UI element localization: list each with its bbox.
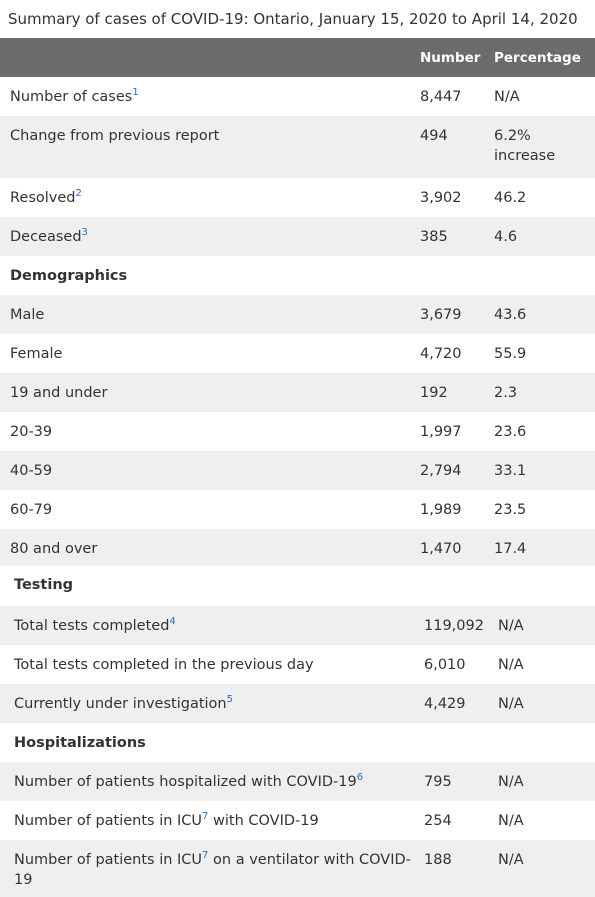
row-label: Number of patients hospitalized with COV… bbox=[14, 772, 364, 790]
footnote-link[interactable]: 1 bbox=[132, 87, 139, 99]
table-header-row: Number Percentage bbox=[0, 38, 595, 77]
row-percentage: 46.2 bbox=[494, 190, 527, 206]
row-percentage: 43.6 bbox=[494, 307, 527, 323]
table-row: Number of patients in ICU7 with COVID-19… bbox=[0, 801, 595, 840]
row-label: Deceased3 bbox=[10, 227, 88, 245]
row-percentage: 33.1 bbox=[494, 463, 527, 479]
row-percentage: 4.6 bbox=[494, 229, 518, 245]
row-label: Resolved2 bbox=[10, 188, 82, 206]
row-number: 494 bbox=[420, 128, 448, 144]
row-percentage: 17.4 bbox=[494, 541, 527, 557]
row-number: 4,720 bbox=[420, 346, 462, 362]
row-label: 80 and over bbox=[10, 541, 98, 557]
testing-table: Testing Total tests completed4 119,092 N… bbox=[0, 566, 595, 897]
row-number: 8,447 bbox=[420, 89, 462, 105]
row-percentage: N/A bbox=[494, 89, 520, 105]
row-percentage: N/A bbox=[498, 696, 524, 712]
row-label: 60-79 bbox=[10, 502, 53, 518]
footnote-link[interactable]: 7 bbox=[202, 850, 209, 862]
row-number: 192 bbox=[420, 385, 448, 401]
table-row: 19 and under 192 2.3 bbox=[0, 373, 595, 412]
row-label: Female bbox=[10, 346, 63, 362]
row-label: Total tests completed4 bbox=[14, 616, 176, 634]
section-title: Hospitalizations bbox=[14, 735, 146, 751]
section-header-row: Demographics bbox=[0, 256, 595, 295]
section-title: Testing bbox=[14, 577, 74, 593]
footnote-link[interactable]: 2 bbox=[75, 188, 82, 200]
section-title: Demographics bbox=[10, 268, 128, 284]
footnote-link[interactable]: 5 bbox=[226, 694, 233, 706]
table-row: 60-79 1,989 23.5 bbox=[0, 490, 595, 529]
table-row: Total tests completed4 119,092 N/A bbox=[0, 606, 595, 645]
table-row: Deceased3 385 4.6 bbox=[0, 217, 595, 256]
table-row: Number of cases1 8,447 N/A bbox=[0, 77, 595, 116]
row-number: 188 bbox=[424, 852, 452, 868]
footnote-link[interactable]: 6 bbox=[356, 772, 364, 784]
row-number: 119,092 bbox=[424, 618, 484, 634]
row-percentage: 23.5 bbox=[494, 502, 527, 518]
footnote-link[interactable]: 4 bbox=[169, 616, 176, 628]
row-label: Number of patients in ICU7 with COVID-19 bbox=[14, 811, 319, 829]
footnote-link[interactable]: 3 bbox=[81, 227, 88, 239]
row-label: Number of patients in ICU7 on a ventilat… bbox=[14, 850, 411, 888]
cases-table: Number Percentage Number of cases1 8,447… bbox=[0, 38, 595, 566]
row-label: Currently under investigation5 bbox=[14, 694, 233, 712]
row-label: 20-39 bbox=[10, 424, 53, 440]
row-percentage: 55.9 bbox=[494, 346, 527, 362]
row-percentage: 2.3 bbox=[494, 385, 518, 401]
table-row: Total tests completed in the previous da… bbox=[0, 645, 595, 684]
table-row: 20-39 1,997 23.6 bbox=[0, 412, 595, 451]
row-percentage: 23.6 bbox=[494, 424, 527, 440]
table-row: Resolved2 3,902 46.2 bbox=[0, 178, 595, 217]
row-number: 1,470 bbox=[420, 541, 462, 557]
row-number: 4,429 bbox=[424, 696, 466, 712]
row-label: 19 and under bbox=[10, 385, 108, 401]
section-header-row: Hospitalizations bbox=[0, 723, 595, 762]
row-label: Male bbox=[10, 307, 45, 323]
row-percentage: N/A bbox=[498, 774, 524, 790]
row-number: 254 bbox=[424, 813, 452, 829]
row-percentage: N/A bbox=[498, 657, 524, 673]
table-row: Female 4,720 55.9 bbox=[0, 334, 595, 373]
row-number: 3,902 bbox=[420, 190, 462, 206]
row-label: 40-59 bbox=[10, 463, 53, 479]
footnote-link[interactable]: 7 bbox=[202, 811, 209, 823]
row-number: 1,997 bbox=[420, 424, 462, 440]
section-header-row: Testing bbox=[0, 566, 595, 606]
row-percentage: N/A bbox=[498, 618, 524, 634]
header-percentage: Percentage bbox=[494, 49, 581, 66]
table-row: 80 and over 1,470 17.4 bbox=[0, 529, 595, 566]
table-row: Change from previous report 494 6.2% incr… bbox=[0, 116, 595, 178]
row-label: Change from previous report bbox=[10, 128, 220, 144]
row-number: 1,989 bbox=[420, 502, 462, 518]
row-label: Total tests completed in the previous da… bbox=[14, 657, 314, 673]
table-row: Currently under investigation5 4,429 N/A bbox=[0, 684, 595, 723]
table-row: Male 3,679 43.6 bbox=[0, 295, 595, 334]
table-caption: Summary of cases of COVID-19: Ontario, J… bbox=[8, 10, 578, 28]
row-percentage: 6.2% increase bbox=[494, 128, 556, 164]
row-number: 385 bbox=[420, 229, 448, 245]
row-percentage: N/A bbox=[498, 813, 524, 829]
table-row: Number of patients hospitalized with COV… bbox=[0, 762, 595, 801]
table-row: 40-59 2,794 33.1 bbox=[0, 451, 595, 490]
row-number: 795 bbox=[424, 774, 452, 790]
row-label: Number of cases1 bbox=[10, 87, 139, 105]
header-number: Number bbox=[420, 49, 481, 66]
table-row: Number of patients in ICU7 on a ventilat… bbox=[0, 840, 595, 897]
row-percentage: N/A bbox=[498, 852, 524, 868]
row-number: 6,010 bbox=[424, 657, 466, 673]
row-number: 2,794 bbox=[420, 463, 462, 479]
row-number: 3,679 bbox=[420, 307, 462, 323]
